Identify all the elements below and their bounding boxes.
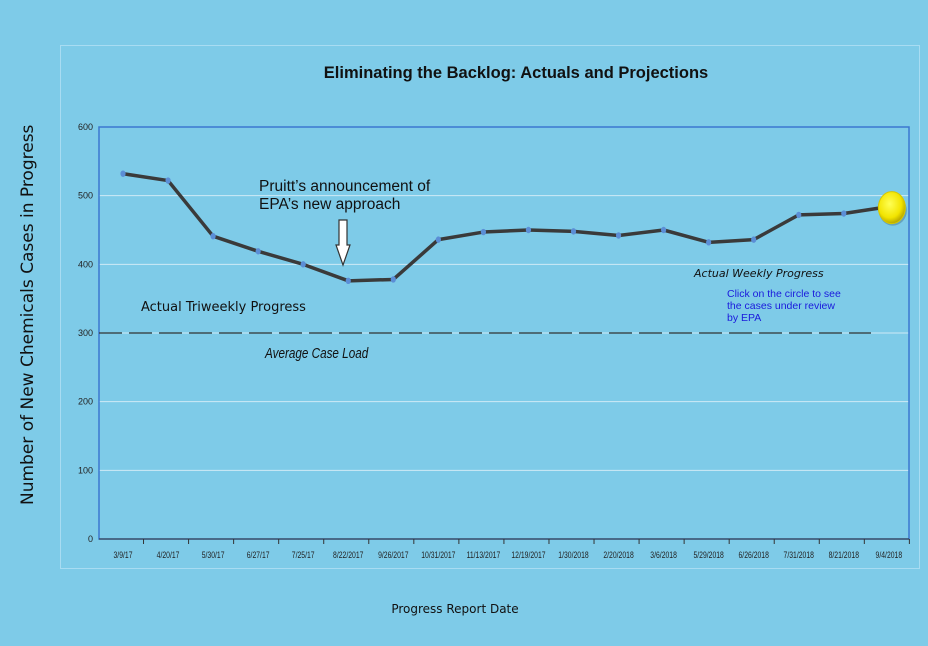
data-point [210, 232, 216, 240]
data-point [120, 170, 126, 177]
x-tick-label: 3/9/17 [114, 550, 133, 560]
triweekly-label: Actual Triweekly Progress [141, 300, 306, 315]
data-point [480, 228, 486, 236]
x-tick-label: 6/26/2018 [739, 550, 770, 560]
x-tick-label: 8/22/2017 [333, 550, 364, 560]
cases-under-review-circle[interactable] [877, 191, 906, 225]
data-point [615, 232, 622, 239]
data-point [570, 228, 577, 235]
announcement-text: Pruitt’s announcement of EPA’s new appro… [259, 178, 431, 213]
data-point [525, 226, 532, 234]
data-point [165, 177, 171, 184]
weekly-progress-label: Actual Weekly Progress [694, 267, 824, 280]
data-point [751, 236, 757, 243]
x-tick-label: 8/21/2018 [829, 550, 860, 560]
x-tick-label: 2/20/2018 [603, 550, 634, 560]
down-arrow-icon [335, 219, 351, 267]
y-tick-label: 200 [78, 397, 93, 407]
line-chart: Eliminating the Backlog: Actuals and Pro… [78, 64, 910, 560]
x-tick-label: 5/29/2018 [693, 550, 724, 560]
data-point [255, 248, 261, 255]
data-point [390, 276, 396, 283]
x-tick-label: 9/4/2018 [876, 550, 903, 560]
x-tick-label: 4/20/17 [157, 550, 180, 560]
data-point [706, 239, 712, 246]
chart-title: Eliminating the Backlog: Actuals and Pro… [324, 64, 708, 82]
x-tick-label: 7/31/2018 [784, 550, 815, 560]
data-point [435, 236, 441, 243]
x-tick-label: 11/13/2017 [467, 550, 501, 560]
data-point [345, 277, 351, 285]
data-point [841, 210, 847, 217]
x-tick-label: 9/26/2017 [378, 550, 409, 560]
average-case-load-label: Average Case Load [265, 345, 369, 362]
data-point [300, 261, 306, 268]
y-tick-label: 400 [78, 259, 93, 269]
y-tick-label: 0 [88, 534, 93, 544]
chart-panel: Eliminating the Backlog: Actuals and Pro… [60, 45, 920, 569]
x-tick-label: 5/30/17 [202, 550, 225, 560]
announcement-annotation: Pruitt’s announcement of EPA’s new appro… [259, 178, 439, 214]
data-point [661, 226, 667, 234]
y-tick-label: 300 [78, 328, 93, 338]
y-tick-label: 500 [78, 191, 93, 201]
y-tick-label: 600 [78, 122, 93, 132]
x-tick-label: 12/19/2017 [511, 550, 546, 560]
x-tick-label: 10/31/2017 [421, 550, 456, 560]
data-point [796, 211, 802, 219]
x-tick-label: 1/30/2018 [558, 550, 589, 560]
click-note: Click on the circle to see the cases und… [727, 288, 841, 324]
x-axis-label: Progress Report Date [391, 602, 519, 616]
series-line [122, 171, 890, 283]
x-tick-label: 7/25/17 [292, 550, 315, 560]
y-axis-label: Number of New Chemicals Cases in Progres… [18, 124, 38, 505]
y-tick-label: 100 [78, 465, 93, 475]
x-tick-label: 6/27/17 [247, 550, 270, 560]
x-tick-label: 3/6/2018 [650, 550, 677, 560]
